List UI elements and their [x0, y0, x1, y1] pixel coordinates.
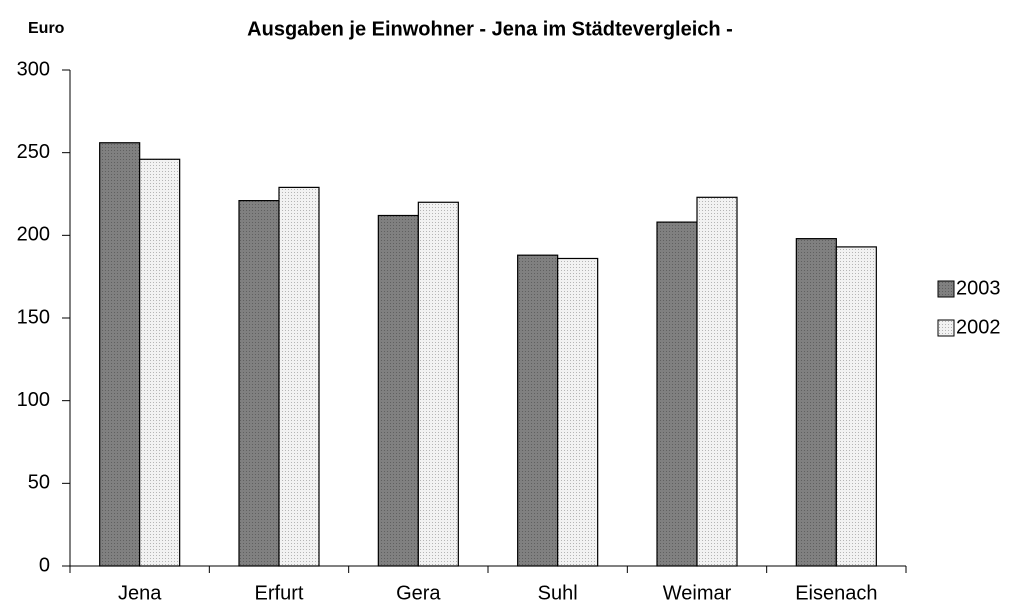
y-tick-label: 100 — [17, 389, 50, 411]
legend-label: 2003 — [956, 277, 1001, 299]
legend-texture — [938, 281, 954, 297]
x-tick-label: Jena — [118, 582, 162, 604]
x-tick-label: Suhl — [538, 582, 578, 604]
y-tick-label: 200 — [17, 224, 50, 246]
y-tick-label: 250 — [17, 141, 50, 163]
bar — [795, 238, 837, 567]
y-tick-label: 150 — [17, 306, 50, 328]
y-axis-label: Euro — [28, 20, 65, 37]
x-tick-label: Erfurt — [255, 582, 304, 604]
bar — [99, 142, 141, 567]
bar — [835, 246, 877, 567]
bar — [517, 254, 559, 567]
y-tick-label: 0 — [39, 554, 50, 576]
legend-texture — [938, 320, 954, 336]
legend-label: 2002 — [956, 316, 1001, 338]
bar — [139, 158, 181, 567]
bar — [696, 196, 738, 567]
y-tick-label: 300 — [17, 58, 50, 80]
y-tick-label: 50 — [28, 472, 50, 494]
x-tick-label: Eisenach — [795, 582, 877, 604]
bar — [656, 221, 698, 567]
bar — [278, 186, 320, 567]
bar — [417, 201, 459, 567]
bar — [377, 214, 419, 567]
bar — [238, 200, 280, 567]
bar — [557, 257, 599, 567]
x-tick-label: Weimar — [663, 582, 732, 604]
x-tick-label: Gera — [396, 582, 441, 604]
chart-title: Ausgaben je Einwohner - Jena im Städteve… — [247, 18, 733, 40]
